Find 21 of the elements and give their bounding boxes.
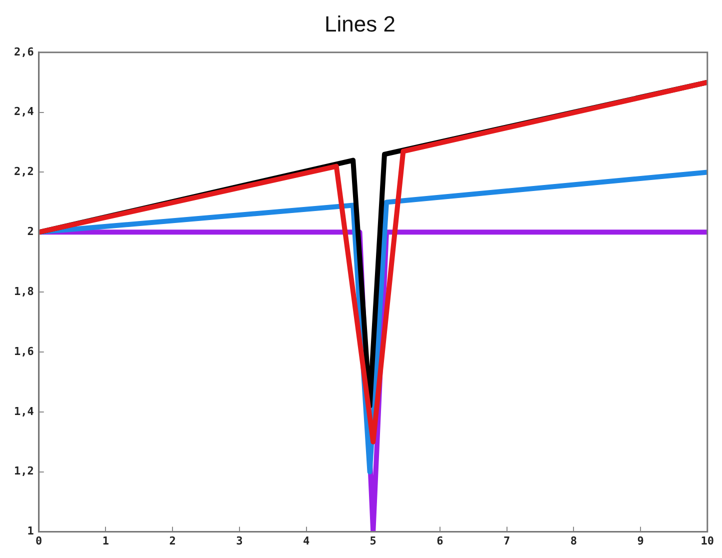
y-tick-label: 1 [27, 524, 34, 538]
x-tick-label: 0 [36, 534, 42, 548]
x-tick-label: 6 [436, 534, 444, 548]
chart-title: Lines 2 [324, 11, 396, 36]
y-tick-label: 2,4 [14, 105, 34, 118]
y-tick-label: 1,6 [14, 344, 34, 358]
y-tick-label: 1,8 [14, 284, 34, 298]
y-tick-label: 1,2 [14, 464, 34, 478]
x-tick-label: 1 [102, 534, 110, 548]
x-tick-label: 2 [169, 534, 176, 548]
y-tick-label: 2,6 [14, 45, 34, 58]
y-tick-label: 2,2 [14, 165, 34, 178]
y-tick-label: 2 [27, 225, 34, 238]
x-tick-label: 10 [700, 534, 714, 548]
x-tick-label: 4 [302, 534, 310, 548]
x-tick-label: 9 [637, 534, 644, 548]
x-tick-label: 8 [570, 534, 577, 548]
x-tick-label: 3 [236, 534, 243, 548]
y-tick-label: 1,4 [14, 404, 34, 418]
x-tick-label: 5 [370, 534, 376, 548]
x-tick-label: 7 [504, 534, 510, 548]
